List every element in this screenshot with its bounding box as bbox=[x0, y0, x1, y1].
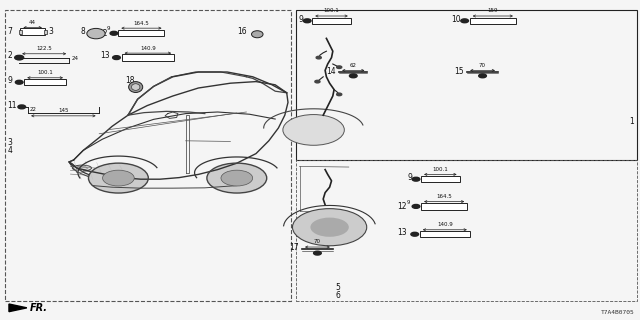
Bar bbox=[44, 30, 47, 34]
Ellipse shape bbox=[252, 31, 263, 38]
Text: 140.9: 140.9 bbox=[140, 45, 156, 51]
Circle shape bbox=[314, 251, 321, 255]
Text: 70: 70 bbox=[479, 63, 486, 68]
Text: 11: 11 bbox=[8, 101, 17, 110]
Circle shape bbox=[337, 93, 342, 96]
Circle shape bbox=[337, 66, 342, 68]
Text: 3: 3 bbox=[48, 27, 53, 36]
Circle shape bbox=[412, 177, 420, 181]
Circle shape bbox=[303, 19, 311, 23]
Bar bbox=[118, 30, 164, 36]
Bar bbox=[24, 79, 66, 85]
Text: 9: 9 bbox=[407, 200, 410, 205]
Text: 17: 17 bbox=[289, 244, 299, 252]
Bar bbox=[19, 30, 22, 34]
Text: 44: 44 bbox=[29, 20, 36, 25]
Ellipse shape bbox=[72, 165, 92, 171]
Bar bbox=[20, 28, 45, 35]
Text: FR.: FR. bbox=[29, 303, 47, 313]
Text: 159: 159 bbox=[488, 8, 498, 13]
Circle shape bbox=[283, 115, 344, 145]
Text: 13: 13 bbox=[397, 228, 407, 237]
Text: 62: 62 bbox=[350, 63, 356, 68]
Text: 5: 5 bbox=[335, 284, 340, 292]
Circle shape bbox=[316, 56, 321, 59]
Circle shape bbox=[15, 56, 23, 60]
Text: 8: 8 bbox=[81, 27, 85, 36]
Text: T7A4B0705: T7A4B0705 bbox=[601, 310, 635, 315]
Circle shape bbox=[479, 74, 486, 78]
Bar bbox=[470, 18, 516, 24]
Bar bbox=[312, 18, 351, 24]
Text: 12: 12 bbox=[98, 29, 108, 38]
Ellipse shape bbox=[87, 28, 105, 39]
Text: 16: 16 bbox=[237, 27, 246, 36]
Circle shape bbox=[411, 232, 419, 236]
Ellipse shape bbox=[131, 84, 140, 90]
Ellipse shape bbox=[129, 82, 143, 92]
Text: 13: 13 bbox=[100, 52, 110, 60]
Circle shape bbox=[113, 56, 120, 60]
Text: 9: 9 bbox=[299, 15, 304, 24]
Circle shape bbox=[15, 80, 23, 84]
Text: 122.5: 122.5 bbox=[36, 46, 52, 51]
Circle shape bbox=[15, 55, 24, 60]
Polygon shape bbox=[9, 304, 27, 312]
Circle shape bbox=[110, 31, 118, 35]
Bar bbox=[296, 160, 637, 301]
Circle shape bbox=[292, 209, 367, 246]
Ellipse shape bbox=[76, 166, 88, 170]
Circle shape bbox=[88, 163, 148, 193]
Text: 140.9: 140.9 bbox=[437, 222, 452, 227]
Text: 3: 3 bbox=[8, 138, 13, 147]
Text: 6: 6 bbox=[335, 291, 340, 300]
Text: 164.5: 164.5 bbox=[134, 20, 149, 26]
Bar bbox=[76, 169, 83, 172]
Circle shape bbox=[461, 19, 468, 23]
Text: 145: 145 bbox=[58, 108, 68, 113]
Circle shape bbox=[349, 74, 357, 78]
Bar bbox=[421, 176, 460, 182]
Text: 9: 9 bbox=[407, 173, 412, 182]
Circle shape bbox=[18, 105, 26, 109]
Circle shape bbox=[412, 204, 420, 208]
Circle shape bbox=[221, 170, 253, 186]
Bar bbox=[421, 203, 467, 210]
Text: 9: 9 bbox=[8, 76, 13, 85]
Circle shape bbox=[207, 163, 267, 193]
Text: 9: 9 bbox=[107, 26, 111, 31]
Text: 4: 4 bbox=[8, 146, 13, 155]
Text: 1: 1 bbox=[629, 117, 634, 126]
Text: 7: 7 bbox=[8, 27, 13, 36]
Text: 2: 2 bbox=[8, 52, 12, 60]
Text: 22: 22 bbox=[30, 107, 37, 112]
Text: 70: 70 bbox=[314, 239, 321, 244]
Text: 15: 15 bbox=[454, 67, 463, 76]
Bar bbox=[420, 231, 470, 237]
Text: 100.1: 100.1 bbox=[37, 70, 53, 75]
Text: 164.5: 164.5 bbox=[436, 194, 452, 199]
Text: 100.1: 100.1 bbox=[324, 8, 339, 13]
Bar bbox=[5, 10, 291, 301]
Circle shape bbox=[310, 218, 349, 237]
Text: 10: 10 bbox=[451, 15, 461, 24]
Circle shape bbox=[315, 80, 320, 83]
Circle shape bbox=[102, 170, 134, 186]
Text: 12: 12 bbox=[397, 202, 407, 211]
Bar bbox=[122, 54, 174, 61]
Text: 100.1: 100.1 bbox=[433, 167, 448, 172]
Text: 14: 14 bbox=[326, 67, 336, 76]
Bar bbox=[296, 10, 637, 160]
Text: 24: 24 bbox=[72, 56, 79, 61]
Text: 18: 18 bbox=[125, 76, 135, 85]
